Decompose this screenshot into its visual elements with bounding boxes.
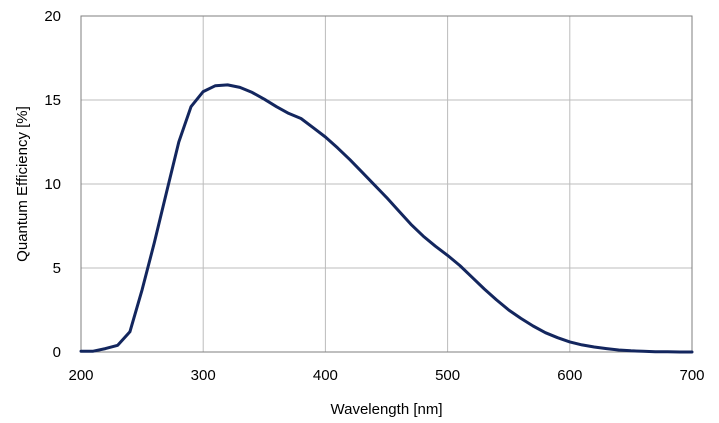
y-tick-labels: 0 5 10 15 20 (44, 8, 61, 361)
x-tick-label: 600 (557, 367, 582, 384)
x-tick-label: 200 (68, 367, 93, 384)
y-tick-label: 20 (44, 8, 61, 25)
grid-lines (80, 15, 693, 353)
x-tick-label: 700 (679, 367, 704, 384)
plot-frame (80, 15, 693, 353)
x-tick-labels: 200 300 400 500 600 700 (68, 367, 704, 384)
y-tick-label: 0 (53, 344, 61, 361)
y-tick-label: 15 (44, 92, 61, 109)
x-axis-label: Wavelength [nm] (331, 401, 443, 418)
series-layer (79, 83, 694, 354)
x-tick-label: 400 (313, 367, 338, 384)
x-tick-label: 300 (191, 367, 216, 384)
y-tick-label: 10 (44, 176, 61, 193)
series-line (79, 83, 694, 354)
y-axis-label: Quantum Efficiency [%] (14, 106, 31, 262)
x-tick-label: 500 (435, 367, 460, 384)
y-tick-label: 5 (53, 260, 61, 277)
